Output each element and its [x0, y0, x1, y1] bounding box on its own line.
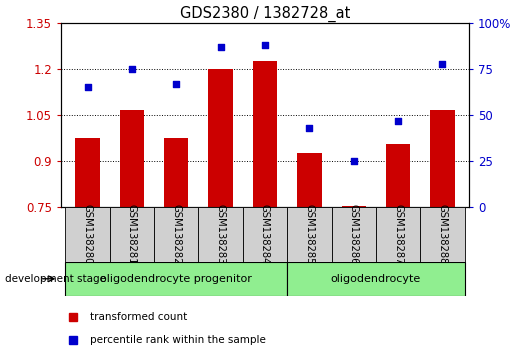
Text: GSM138286: GSM138286 [349, 204, 359, 265]
Point [83, 85, 92, 90]
Bar [332, 207, 376, 262]
Bar [110, 207, 154, 262]
Bar [420, 207, 465, 262]
Bar [287, 207, 332, 262]
Point [394, 118, 402, 124]
Text: percentile rank within the sample: percentile rank within the sample [90, 335, 266, 345]
Bar [243, 207, 287, 262]
Bar [341, 206, 366, 207]
Text: GSM138285: GSM138285 [304, 204, 314, 265]
Text: development stage: development stage [5, 274, 107, 284]
Bar [154, 207, 198, 262]
Point [438, 61, 447, 66]
Text: transformed count: transformed count [90, 312, 187, 321]
Bar [376, 207, 420, 262]
Point [261, 42, 269, 48]
Text: GSM138288: GSM138288 [437, 204, 447, 265]
Bar [287, 262, 465, 296]
Text: GSM138283: GSM138283 [216, 204, 226, 265]
Bar [430, 110, 455, 207]
Bar [120, 110, 144, 207]
Point [349, 158, 358, 164]
Text: GSM138282: GSM138282 [171, 204, 181, 265]
Point [128, 66, 136, 72]
Title: GDS2380 / 1382728_at: GDS2380 / 1382728_at [180, 5, 350, 22]
Bar [297, 153, 322, 207]
Text: GSM138280: GSM138280 [83, 204, 93, 265]
Bar [75, 138, 100, 207]
Point [172, 81, 181, 87]
Point [216, 44, 225, 50]
Bar [386, 144, 410, 207]
Bar [208, 69, 233, 207]
Bar [164, 138, 189, 207]
Bar [65, 207, 110, 262]
Text: GSM138281: GSM138281 [127, 204, 137, 265]
Text: GSM138287: GSM138287 [393, 204, 403, 265]
Bar [253, 61, 277, 207]
Text: GSM138284: GSM138284 [260, 204, 270, 265]
Text: oligodendrocyte: oligodendrocyte [331, 274, 421, 284]
Text: oligodendrocyte progenitor: oligodendrocyte progenitor [100, 274, 252, 284]
Bar [198, 207, 243, 262]
Point [305, 125, 314, 131]
Bar [65, 262, 287, 296]
